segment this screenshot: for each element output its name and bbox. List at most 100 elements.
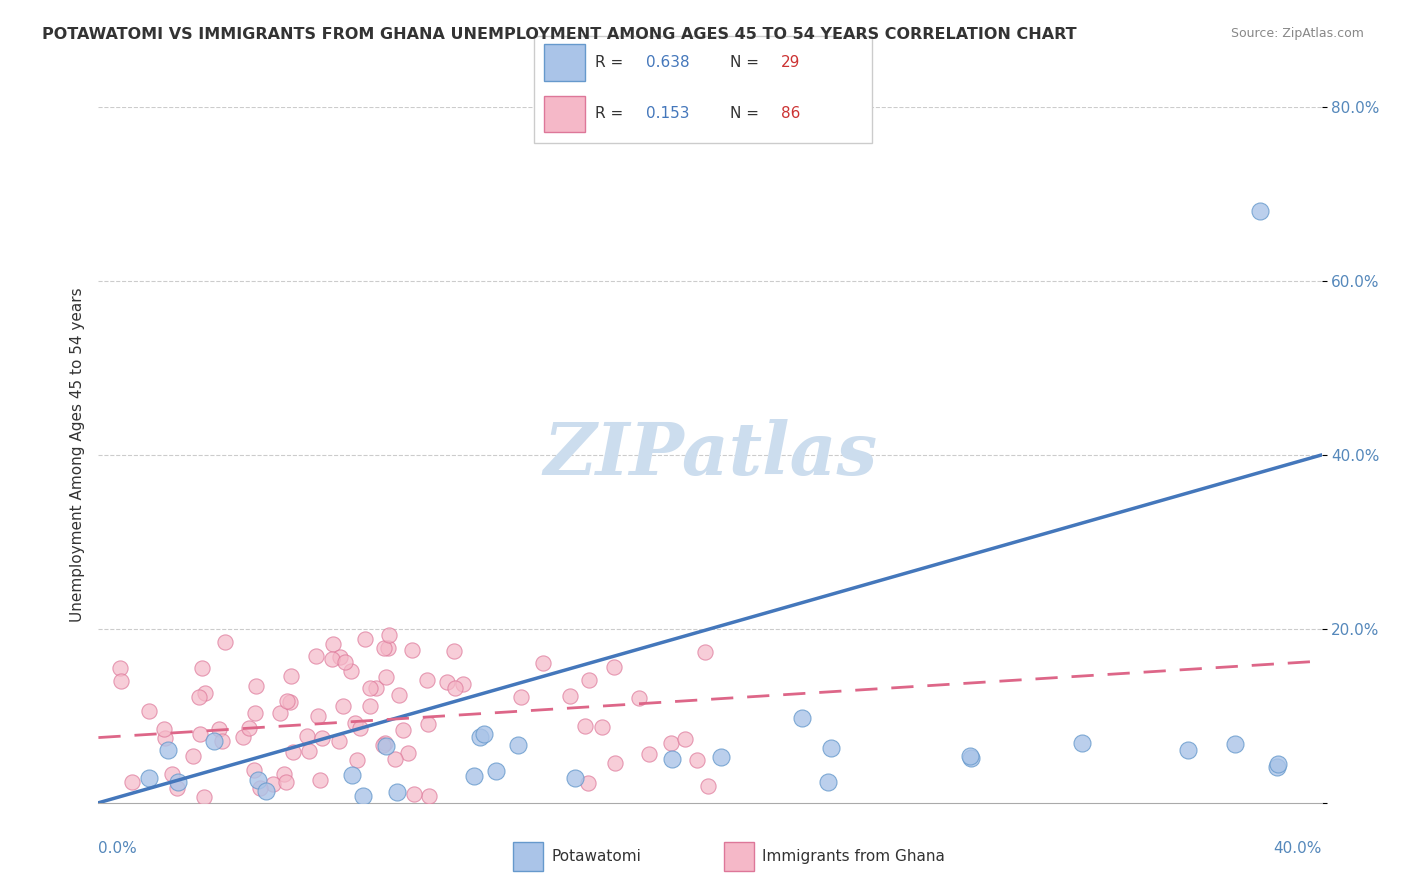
Text: 0.0%: 0.0%: [98, 841, 138, 856]
Point: [531, 656, 554, 670]
Point: [160, 767, 183, 781]
Text: 29: 29: [780, 55, 800, 70]
Point: [564, 772, 586, 786]
Point: [673, 731, 696, 746]
Point: [238, 722, 260, 736]
Point: [110, 673, 132, 688]
Point: [378, 628, 401, 642]
Point: [396, 747, 419, 761]
Text: Immigrants from Ghana: Immigrants from Ghana: [762, 849, 945, 863]
FancyBboxPatch shape: [534, 36, 872, 143]
Point: [591, 720, 613, 734]
Text: Source: ZipAtlas.com: Source: ZipAtlas.com: [1230, 27, 1364, 40]
Text: ZIPatlas: ZIPatlas: [543, 419, 877, 491]
Point: [321, 652, 343, 666]
Point: [404, 788, 426, 802]
Point: [121, 774, 143, 789]
Point: [375, 739, 398, 753]
Point: [311, 731, 333, 746]
Point: [280, 668, 302, 682]
FancyBboxPatch shape: [513, 842, 543, 871]
Point: [415, 673, 437, 687]
Point: [385, 785, 408, 799]
Point: [214, 635, 236, 649]
Point: [262, 777, 284, 791]
Point: [373, 640, 395, 655]
Point: [1070, 736, 1092, 750]
Point: [1223, 737, 1246, 751]
Point: [558, 689, 581, 703]
Point: [152, 722, 174, 736]
Point: [274, 775, 297, 789]
Point: [817, 775, 839, 789]
Y-axis label: Unemployment Among Ages 45 to 54 years: Unemployment Among Ages 45 to 54 years: [69, 287, 84, 623]
Point: [193, 789, 215, 804]
Text: POTAWATOMI VS IMMIGRANTS FROM GHANA UNEMPLOYMENT AMONG AGES 45 TO 54 YEARS CORRE: POTAWATOMI VS IMMIGRANTS FROM GHANA UNEM…: [42, 27, 1077, 42]
Text: R =: R =: [595, 106, 628, 121]
Point: [384, 752, 406, 766]
Point: [416, 717, 439, 731]
Point: [509, 690, 531, 704]
Point: [443, 644, 465, 658]
Point: [305, 648, 328, 663]
Point: [359, 681, 381, 695]
Point: [297, 744, 319, 758]
Point: [342, 768, 364, 782]
Point: [344, 715, 367, 730]
Point: [377, 640, 399, 655]
Point: [202, 734, 225, 748]
Text: R =: R =: [595, 55, 628, 70]
Point: [245, 680, 267, 694]
Point: [349, 722, 371, 736]
Point: [463, 769, 485, 783]
Point: [388, 688, 411, 702]
FancyBboxPatch shape: [724, 842, 754, 871]
Point: [637, 747, 659, 761]
Point: [485, 764, 508, 778]
Text: N =: N =: [730, 106, 763, 121]
Point: [249, 780, 271, 795]
Point: [1267, 757, 1289, 772]
Point: [697, 779, 720, 793]
Point: [353, 632, 375, 646]
Point: [246, 773, 269, 788]
Text: 86: 86: [780, 106, 800, 121]
Point: [576, 775, 599, 789]
Point: [366, 681, 388, 695]
FancyBboxPatch shape: [544, 45, 585, 80]
Point: [792, 711, 814, 725]
Point: [578, 673, 600, 688]
Point: [187, 690, 209, 704]
Point: [181, 749, 204, 764]
Point: [346, 753, 368, 767]
Point: [506, 739, 529, 753]
Point: [1265, 760, 1288, 774]
Point: [110, 660, 132, 674]
Point: [375, 670, 398, 684]
Point: [444, 681, 467, 695]
Point: [166, 775, 188, 789]
Point: [661, 752, 683, 766]
Point: [352, 789, 374, 804]
Point: [191, 661, 214, 675]
Point: [960, 751, 983, 765]
Point: [603, 660, 626, 674]
Point: [418, 789, 440, 804]
Text: Potawatomi: Potawatomi: [551, 849, 641, 863]
Point: [307, 708, 329, 723]
Point: [243, 706, 266, 720]
Point: [243, 763, 266, 777]
Point: [328, 734, 350, 748]
Point: [155, 731, 177, 745]
Point: [661, 736, 683, 750]
Point: [574, 719, 596, 733]
Text: N =: N =: [730, 55, 763, 70]
Point: [322, 637, 344, 651]
Point: [436, 674, 458, 689]
Point: [138, 704, 160, 718]
Point: [468, 730, 491, 744]
Point: [269, 706, 291, 721]
Point: [211, 734, 233, 748]
Point: [208, 723, 231, 737]
Point: [472, 727, 495, 741]
